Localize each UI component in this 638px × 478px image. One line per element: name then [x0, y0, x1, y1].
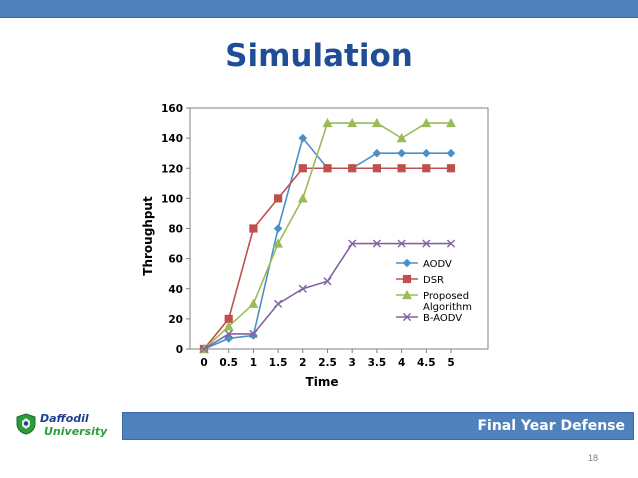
data-point-b-aodv — [446, 239, 456, 248]
data-point-dsr — [274, 194, 283, 203]
x-tick-label: 4 — [398, 357, 405, 369]
x-tick-label: 0 — [200, 357, 207, 369]
legend-entry-b-aodv: B-AODV — [396, 312, 462, 324]
data-point-dsr — [397, 164, 406, 173]
y-tick-label: 60 — [168, 254, 183, 266]
legend-marker — [402, 258, 412, 268]
data-point-dsr — [372, 164, 382, 173]
data-point-b-aodv — [298, 284, 307, 293]
data-point-aodv — [397, 148, 406, 158]
x-tick-label: 1 — [250, 357, 257, 369]
legend-label: DSR — [423, 275, 444, 286]
x-tick-label: 4.5 — [417, 357, 436, 369]
data-point-proposed-algorithm — [347, 117, 358, 128]
slide-title: Simulation — [225, 38, 413, 74]
x-tick-label: 3.5 — [368, 357, 387, 369]
y-tick-label: 100 — [161, 193, 183, 205]
legend-marker — [402, 289, 412, 300]
data-point-proposed-algorithm — [223, 321, 234, 331]
university-logo: Daffodil University — [16, 410, 116, 440]
y-tick-label: 160 — [161, 103, 183, 115]
data-point-b-aodv — [249, 329, 258, 339]
data-point-dsr — [323, 164, 332, 173]
data-point-dsr — [348, 164, 357, 173]
data-point-aodv — [421, 148, 431, 158]
data-point-b-aodv — [199, 344, 209, 354]
legend-marker — [402, 274, 412, 284]
page-number: 18 — [588, 453, 599, 463]
data-point-proposed-algorithm — [297, 193, 308, 203]
x-tick-label: 5 — [447, 357, 454, 369]
legend-entry-aodv: AODV — [396, 258, 452, 270]
data-point-b-aodv — [422, 239, 431, 248]
data-point-dsr — [249, 224, 258, 233]
data-point-b-aodv — [323, 277, 332, 286]
data-point-b-aodv — [397, 239, 406, 248]
top-bar — [0, 0, 638, 18]
y-tick-label: 20 — [168, 314, 183, 326]
x-tick-label: 2 — [299, 357, 306, 369]
data-point-dsr — [422, 164, 431, 173]
data-point-dsr — [446, 164, 456, 173]
y-tick-label: 120 — [161, 163, 183, 175]
chart-series — [199, 117, 456, 354]
y-axis-title: Throughput — [141, 196, 155, 276]
data-point-b-aodv — [224, 329, 233, 339]
y-tick-label: 0 — [176, 344, 183, 356]
data-point-b-aodv — [348, 239, 357, 248]
chart-canvas: 0 20 40 60 80 100 120 140 160 0 0.5 1 1.5 2 2.5 3 3.5 4 4.… — [141, 103, 489, 389]
data-point-proposed-algorithm — [322, 117, 333, 128]
data-point-b-aodv — [274, 299, 283, 308]
legend-marker — [402, 312, 412, 322]
data-point-aodv — [446, 148, 456, 158]
x-axis-title: Time — [306, 375, 339, 389]
data-point-aodv — [372, 148, 382, 158]
throughput-chart: 0 20 40 60 80 100 120 140 160 0 0.5 1 1.5 2 2.5 3 3.5 4 4.… — [138, 96, 490, 396]
data-point-dsr — [298, 164, 307, 173]
chart-axes: 0 20 40 60 80 100 120 140 160 0 0.5 1 1.5 2 2.5 3 3.5 4 4.… — [161, 103, 489, 369]
x-tick-label: 2.5 — [318, 357, 337, 369]
legend-label: AODV — [423, 259, 452, 270]
legend-entry-dsr: DSR — [396, 274, 444, 286]
data-point-proposed-algorithm — [273, 238, 284, 248]
data-point-aodv — [273, 224, 283, 233]
logo-name-line2: University — [44, 425, 108, 438]
legend-label: B-AODV — [423, 313, 462, 324]
data-point-proposed-algorithm — [371, 117, 382, 128]
series-b-aodv — [199, 239, 456, 354]
data-point-b-aodv — [372, 239, 381, 248]
data-point-proposed-algorithm — [446, 117, 456, 128]
y-tick-label: 80 — [168, 224, 183, 236]
data-point-proposed-algorithm — [421, 117, 432, 128]
plot-area — [189, 107, 489, 350]
footer-text: Final Year Defense — [477, 418, 625, 434]
shield-icon — [16, 413, 36, 435]
x-tick-label: 1.5 — [269, 357, 288, 369]
y-tick-label: 140 — [161, 133, 183, 145]
logo-name-line1: Daffodil — [40, 412, 89, 425]
x-tick-label: 3 — [349, 357, 356, 369]
data-point-proposed-algorithm — [248, 298, 259, 308]
footer-bar: Final Year Defense — [122, 412, 634, 440]
legend-entry-proposed-algorithm: Proposed Algorithm — [396, 289, 472, 313]
legend-label: Proposed Algorithm — [423, 291, 472, 313]
data-point-proposed-algorithm — [396, 132, 407, 143]
x-tick-label: 0.5 — [219, 357, 238, 369]
data-point-aodv — [298, 133, 308, 143]
y-tick-label: 40 — [168, 284, 183, 296]
